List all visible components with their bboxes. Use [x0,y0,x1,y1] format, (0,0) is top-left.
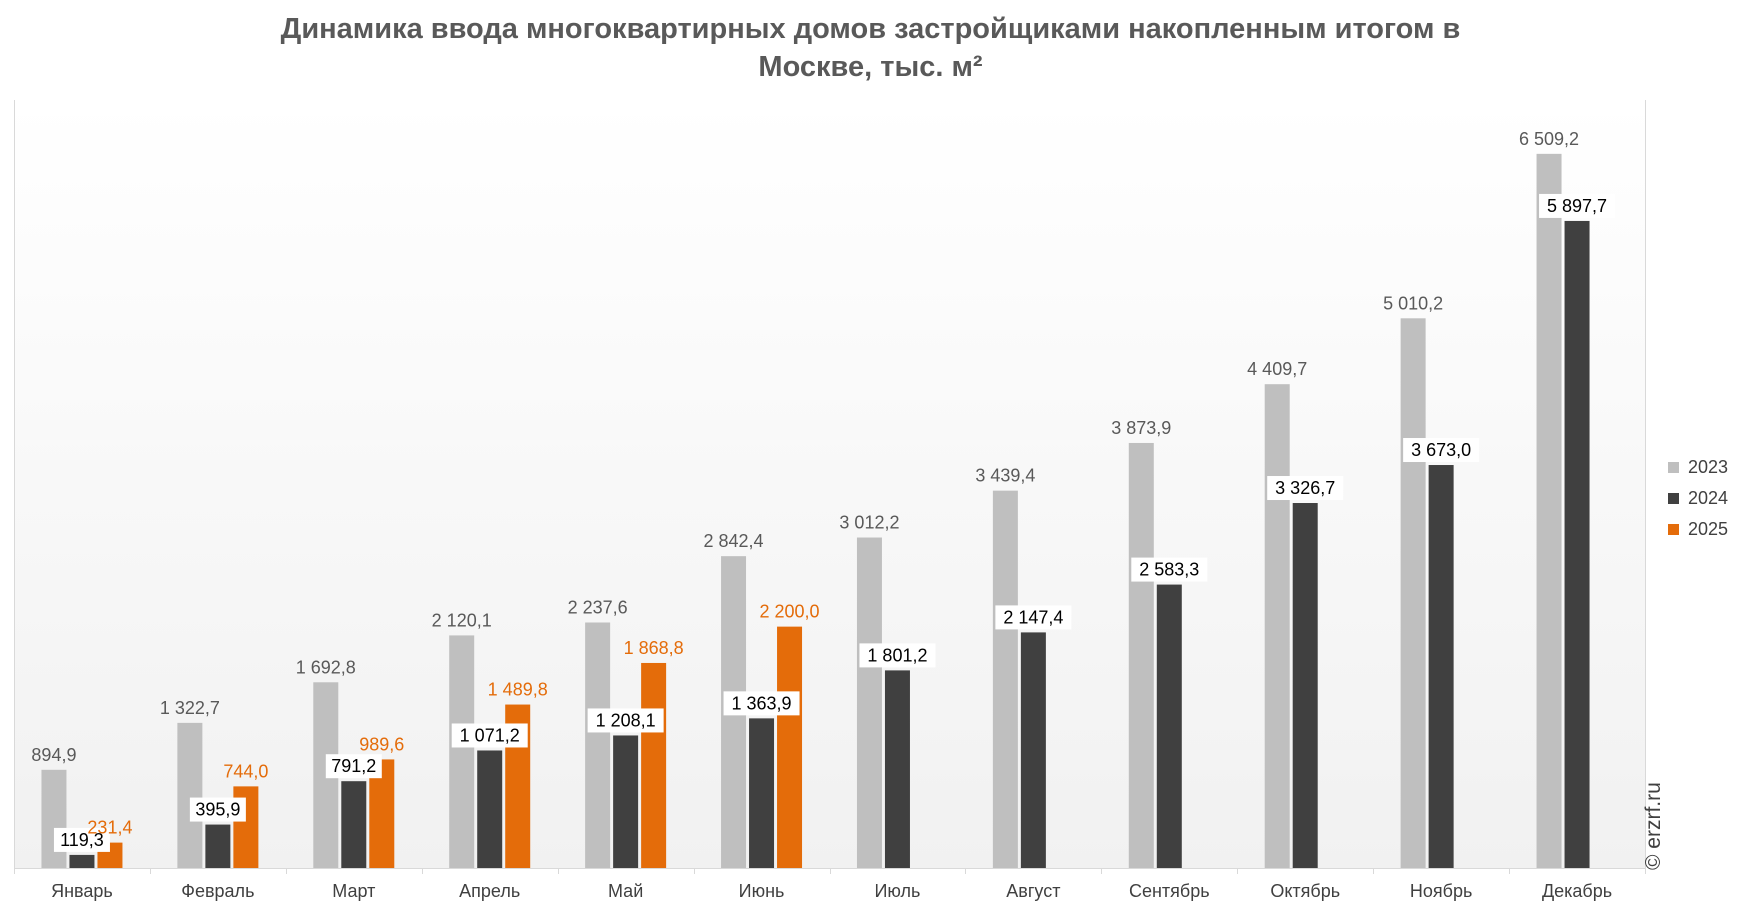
x-tick-label-3: Март [332,881,375,901]
data-label-bg-2024-11 [1403,438,1480,463]
data-label-2025-5: 1 868,8 [624,638,684,658]
x-tick-label-10: Октябрь [1270,881,1340,901]
bar-2024-2 [205,824,231,868]
chart-title-line-2: Москве, тыс. м² [758,51,983,83]
data-label-2023-8: 3 439,4 [975,466,1035,486]
data-label-2024-11: 3 673,0 [1411,440,1471,460]
x-tick-label-1: Январь [51,881,113,901]
bar-2023-2 [177,722,203,868]
bar-2024-5 [613,735,639,868]
data-labels: 894,9 1 322,7 1 692,8 2 120,1 2 237,6 2 842,4… [31,129,1616,852]
data-label-2023-6: 2 842,4 [704,531,764,551]
chart-title-line-1: Динамика ввода многоквартирных домов зас… [280,13,1461,45]
bar-2023-10 [1264,384,1290,868]
bar-2023-5 [585,622,611,868]
data-label-bg-2024-8 [995,605,1072,630]
data-label-2023-7: 3 012,2 [839,513,899,533]
data-label-2024-1: 119,3 [60,830,104,850]
legend-swatch-2023 [1668,462,1679,473]
data-label-bg-2024-4 [451,723,528,748]
x-tick-label-7: Июль [874,881,920,901]
data-label-bg-2024-9 [1131,557,1208,582]
plot-area-background [14,100,1646,868]
legend-label-2023: 2023 [1688,457,1729,477]
bar-2023-8 [992,490,1018,868]
data-label-2024-12: 5 897,7 [1547,196,1607,216]
data-label-bg-2024-7 [859,643,936,668]
bar-2024-10 [1292,503,1318,868]
bar-2023-11 [1400,318,1426,869]
data-label-bg-2024-5 [587,708,664,733]
data-label-2024-8: 2 147,4 [1003,607,1063,627]
data-label-bg-2024-1 [53,827,110,852]
legend-label-2025: 2025 [1688,519,1729,539]
legend-swatch-2025 [1668,524,1679,535]
data-label-2025-4: 1 489,8 [488,680,548,700]
x-tick-label-2: Февраль [181,881,254,901]
bar-2024-9 [1156,584,1182,868]
bar-2024-1 [69,854,95,868]
data-label-2023-12: 6 509,2 [1519,129,1579,149]
data-label-bg-2024-6 [723,691,800,716]
legend-label-2024: 2024 [1688,488,1729,508]
watermark-erzrf: © erzrf.ru [1642,782,1665,870]
legend-item-2025: 2025 [1668,514,1728,545]
data-label-2024-2: 395,9 [195,800,240,820]
data-label-2024-3: 791,2 [331,756,376,776]
bar-2024-3 [341,781,367,868]
x-tick-label-11: Ноябрь [1410,881,1472,901]
chart-title: Динамика ввода многоквартирных домов зас… [0,10,1741,86]
legend-item-2024: 2024 [1668,483,1728,514]
bar-2024-4 [477,750,503,868]
data-label-bg-2024-3 [325,754,382,779]
x-tick-label-6: Июнь [739,881,785,901]
data-label-2023-11: 5 010,2 [1383,293,1443,313]
bar-2024-11 [1428,465,1454,868]
bar-2024-8 [1020,632,1046,868]
data-label-2023-2: 1 322,7 [160,698,220,718]
bar-2025-5 [641,662,667,868]
data-label-bg-2024-12 [1539,193,1616,218]
data-label-2023-3: 1 692,8 [296,657,356,677]
data-label-2025-3: 989,6 [359,734,404,754]
data-label-2024-5: 1 208,1 [596,710,656,730]
chart-legend: 2023 2024 2025 [1668,452,1728,545]
legend-item-2023: 2023 [1668,452,1728,483]
bar-2024-6 [749,718,775,868]
data-label-2023-4: 2 120,1 [432,610,492,630]
data-label-2023-5: 2 237,6 [568,598,628,618]
data-label-2023-10: 4 409,7 [1247,359,1307,379]
data-label-2024-10: 3 326,7 [1275,478,1335,498]
data-label-2025-1: 231,4 [87,818,132,838]
data-label-2025-6: 2 200,0 [760,602,820,622]
data-label-2024-6: 1 363,9 [732,693,792,713]
x-tick-label-9: Сентябрь [1129,881,1210,901]
data-label-bg-2024-2 [189,797,246,822]
data-label-bg-2024-10 [1267,476,1344,501]
legend-swatch-2024 [1668,493,1679,504]
bar-2023-1 [41,769,67,868]
x-tick-label-4: Апрель [459,881,520,901]
data-label-2023-1: 894,9 [31,745,76,765]
x-tick-label-8: Август [1006,881,1060,901]
bar-2025-6 [777,626,803,868]
bar-2023-7 [856,537,882,868]
data-label-2025-2: 744,0 [223,761,268,781]
data-label-2024-4: 1 071,2 [460,725,520,745]
data-label-2024-9: 2 583,3 [1139,560,1199,580]
bar-2023-4 [449,635,475,868]
bar-2024-7 [884,670,910,868]
bar-2024-12 [1564,220,1590,869]
x-tick-label-12: Декабрь [1542,881,1612,901]
bar-2023-12 [1536,153,1562,868]
x-tick-label-5: Май [608,881,643,901]
data-label-2023-9: 3 873,9 [1111,418,1171,438]
bar-2023-9 [1128,442,1154,868]
data-label-2024-7: 1 801,2 [867,645,927,665]
